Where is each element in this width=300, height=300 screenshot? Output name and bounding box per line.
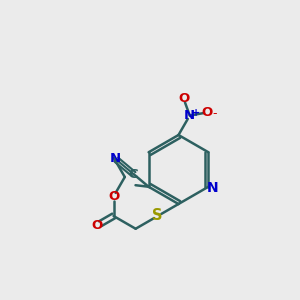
Text: +: + [192,108,200,118]
Text: -: - [212,107,217,120]
Text: N: N [110,152,121,165]
Text: O: O [108,190,119,203]
Text: O: O [202,106,213,119]
Text: S: S [152,208,163,224]
Text: C: C [129,168,139,181]
Text: O: O [178,92,189,105]
Text: N: N [184,109,195,122]
Text: O: O [91,219,102,232]
Text: N: N [206,181,218,195]
